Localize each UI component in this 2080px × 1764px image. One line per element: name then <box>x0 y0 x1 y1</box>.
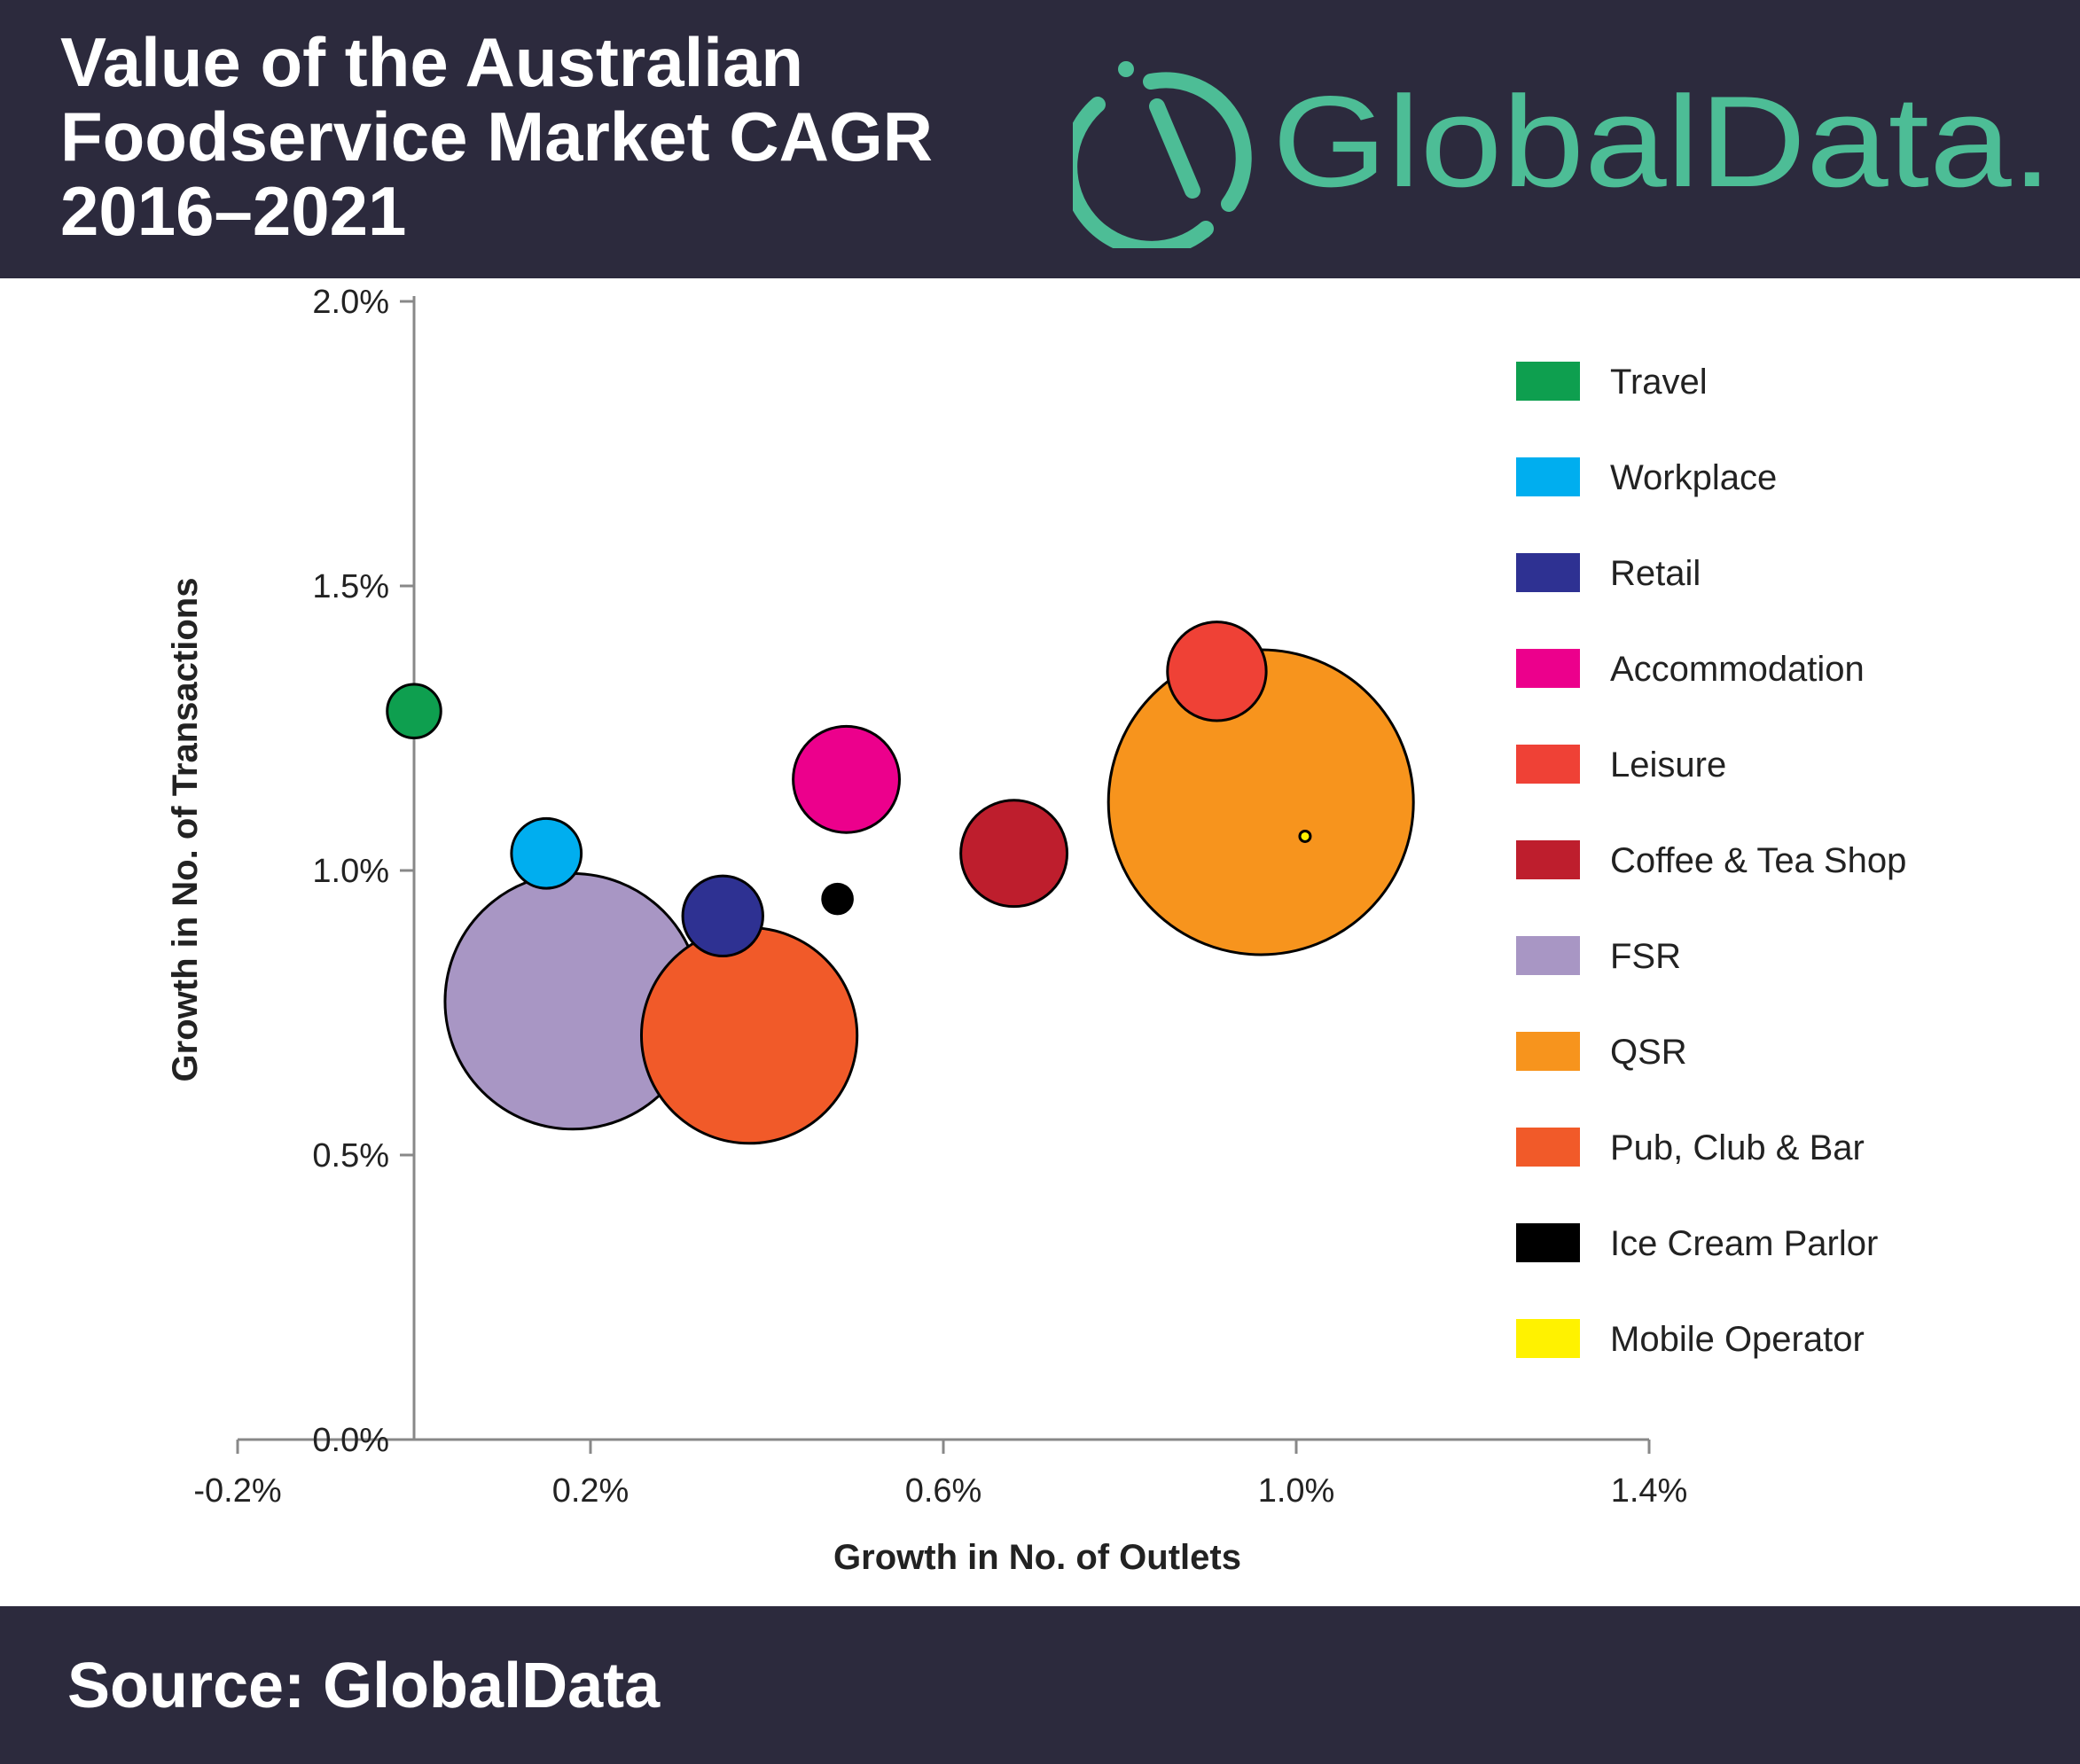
header-banner: Value of the Australian Foodservice Mark… <box>0 0 2080 278</box>
globaldata-logo-text: GlobalData. <box>1272 69 2053 214</box>
legend-label: Mobile Operator <box>1610 1320 1865 1359</box>
bubble-workplace <box>510 816 583 890</box>
bubble-mobile-operator <box>1298 829 1312 843</box>
chart-legend: Travel Workplace Retail Accommodation Leisur… <box>1516 362 1906 1359</box>
x-tick-label: 1.0% <box>1258 1472 1335 1510</box>
bubble-travel <box>386 683 442 740</box>
footer-banner: Source: GlobalData <box>0 1606 2080 1764</box>
legend-label: Pub, Club & Bar <box>1610 1128 1865 1167</box>
legend-swatch <box>1516 745 1580 784</box>
legend-label: Workplace <box>1610 458 1777 497</box>
chart-title: Value of the Australian Foodservice Mark… <box>60 25 1089 248</box>
y-tick-label: 0.5% <box>312 1137 389 1175</box>
legend-label: Accommodation <box>1610 650 1865 689</box>
y-tick-label: 2.0% <box>312 284 389 321</box>
x-tick-label: 0.2% <box>552 1472 629 1510</box>
bubble-pub-club-bar <box>639 926 859 1145</box>
legend-label: Retail <box>1610 554 1701 593</box>
legend-label: QSR <box>1610 1033 1687 1072</box>
source-note: Source: GlobalData <box>67 1651 661 1721</box>
bubble-coffee-tea-shop <box>959 799 1069 909</box>
bubble-ice-cream-parlor <box>821 882 854 916</box>
x-tick-label: -0.2% <box>193 1472 281 1510</box>
legend-swatch <box>1516 553 1580 592</box>
globaldata-logo: GlobalData. <box>1073 61 2053 248</box>
globaldata-logo-icon <box>1073 61 1252 248</box>
x-axis-title: Growth in No. of Outlets <box>833 1538 1241 1577</box>
y-tick-label: 1.0% <box>312 853 389 890</box>
legend-label: Leisure <box>1610 745 1726 784</box>
bubble-leisure <box>1166 621 1268 722</box>
y-tick-label: 0.0% <box>312 1422 389 1459</box>
bubble-accommodation <box>792 724 901 834</box>
title-line-2: Foodservice Market CAGR <box>60 98 933 176</box>
bubble-retail <box>681 874 764 958</box>
legend-swatch <box>1516 1223 1580 1262</box>
x-tick-label: 0.6% <box>905 1472 982 1510</box>
legend-label: FSR <box>1610 937 1681 976</box>
legend-swatch <box>1516 457 1580 496</box>
legend-swatch <box>1516 1319 1580 1358</box>
title-line-1: Value of the Australian <box>60 23 803 101</box>
legend-label: Ice Cream Parlor <box>1610 1224 1878 1263</box>
legend-swatch <box>1516 1032 1580 1071</box>
legend-swatch <box>1516 362 1580 401</box>
legend-swatch <box>1516 936 1580 975</box>
title-line-3: 2016–2021 <box>60 172 407 250</box>
legend-label: Coffee & Tea Shop <box>1610 841 1906 880</box>
legend-swatch <box>1516 840 1580 879</box>
legend-swatch <box>1516 1128 1580 1167</box>
legend-label: Travel <box>1610 363 1708 402</box>
y-tick-label: 1.5% <box>312 568 389 605</box>
bubble-chart: -0.2% 0.2% 0.6% 1.0% 1.4% 0.0% 0.5% 1.0% 1.5% 2.0… <box>166 284 1906 1577</box>
chart-axes: -0.2% 0.2% 0.6% 1.0% 1.4% 0.0% 0.5% 1.0% 1.5% 2.0… <box>193 284 1687 1510</box>
chart-bubbles <box>386 621 1415 1145</box>
legend-swatch <box>1516 649 1580 688</box>
x-tick-label: 1.4% <box>1611 1472 1688 1510</box>
y-axis-title: Growth in No. of Transactions <box>166 578 205 1082</box>
